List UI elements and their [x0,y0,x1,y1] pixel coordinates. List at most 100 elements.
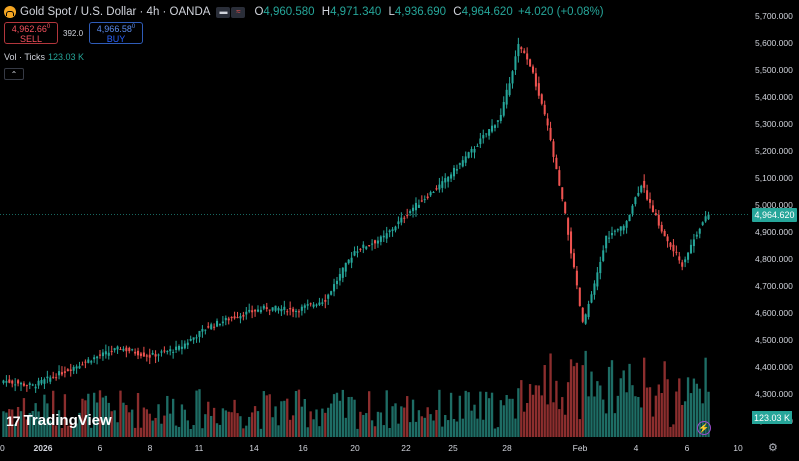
volume-bar [458,395,462,437]
candle-body [330,291,333,295]
volume-bar [362,414,365,437]
volume-bar [183,409,187,437]
candle-body [485,133,488,135]
candle-body [207,326,210,328]
candle-body [473,148,476,153]
candle-body [649,199,652,203]
volume-bar [683,401,687,437]
volume-bar [590,371,593,437]
high-value: 4,971.340 [330,6,382,18]
volume-bar [300,406,304,437]
volume-bar [403,407,406,437]
collapse-icon[interactable]: ⌃ [4,68,24,80]
candle-body [300,306,303,311]
volume-bar [13,424,17,437]
open-label: O [254,6,264,18]
candle-body [148,354,151,358]
volume-bar [49,420,52,437]
candle-body [689,244,693,254]
candle-body [175,346,178,350]
volume-bar [133,427,137,437]
volume-bar [19,411,23,437]
candle-body [479,138,482,145]
volume-tag: 123.03 K [752,411,792,424]
candle-body [657,214,660,226]
candle-body [81,364,84,366]
volume-bar [435,409,438,437]
candle-body [640,185,643,193]
symbol-title[interactable]: Gold Spot / U.S. Dollar · 4h · OANDA [20,6,211,18]
volume-bar [593,396,596,437]
candle-body [558,170,561,186]
tradingview-logo-icon: 17 [6,412,21,429]
volume-bar [651,416,655,437]
candle-body [704,216,707,222]
compare-icon[interactable]: ≈ [231,6,246,18]
volume-bar [201,428,204,437]
candle-body [110,351,113,353]
volume-bar [525,402,529,437]
volume-bar [25,419,29,437]
candle-body [464,156,467,163]
lightning-icon[interactable]: ⚡ [697,421,711,435]
candle-body [470,148,473,153]
volume-bar [145,409,148,437]
candle-body [5,381,8,383]
candle-body [154,354,157,357]
candle-body [66,369,69,372]
volume-bar [382,425,385,437]
x-tick-label: 20 [350,443,360,453]
volume-bar [704,357,707,437]
volume-bar [347,397,350,437]
volume-bar [645,387,649,437]
candle-body [43,379,46,384]
volume-bar [22,398,26,437]
candle-body [435,188,438,190]
candle-body [119,349,122,351]
candle-body [669,242,672,247]
volume-bar [628,363,631,437]
candle-body [55,377,58,379]
sell-label: SELL [19,34,43,44]
volume-bar [543,365,546,437]
volume-bar [253,406,257,437]
volume-bar [622,370,625,437]
volume-bar [271,417,274,437]
candle-body [248,309,251,312]
candle-body [46,376,49,379]
candle-body [572,253,575,268]
candle-body [22,383,25,386]
gear-icon[interactable]: ⚙ [768,442,778,454]
buy-button[interactable]: 4,966.580 BUY [89,22,143,44]
candle-body [368,245,371,247]
candle-body [578,287,581,306]
candle-body [295,310,298,312]
candle-body [505,89,508,105]
volume-bar [546,404,549,437]
candle-body [587,304,590,318]
volume-bar [327,407,330,437]
candle-body [476,145,479,147]
volume-bar [452,419,456,437]
candle-body [131,349,134,351]
volume-bar [283,400,286,437]
sell-button[interactable]: 4,962.660 SELL [4,22,58,44]
volume-bar [441,426,444,437]
volume-bar [268,394,271,437]
minus-icon[interactable]: ▬ [216,6,231,18]
y-tick-label: 4,600.000 [755,308,793,318]
high-label: H [321,6,331,18]
candle-body [236,317,239,319]
volume-bar [195,390,198,437]
candle-body [499,114,502,121]
volume-bar [385,390,388,437]
brand-name: TradingView [23,412,112,429]
candle-body [417,204,420,208]
volume-bar [338,400,342,437]
volume-bar [520,380,523,437]
volume-bar [119,390,122,437]
volume-bar [98,390,102,437]
volume-bar [555,380,558,437]
